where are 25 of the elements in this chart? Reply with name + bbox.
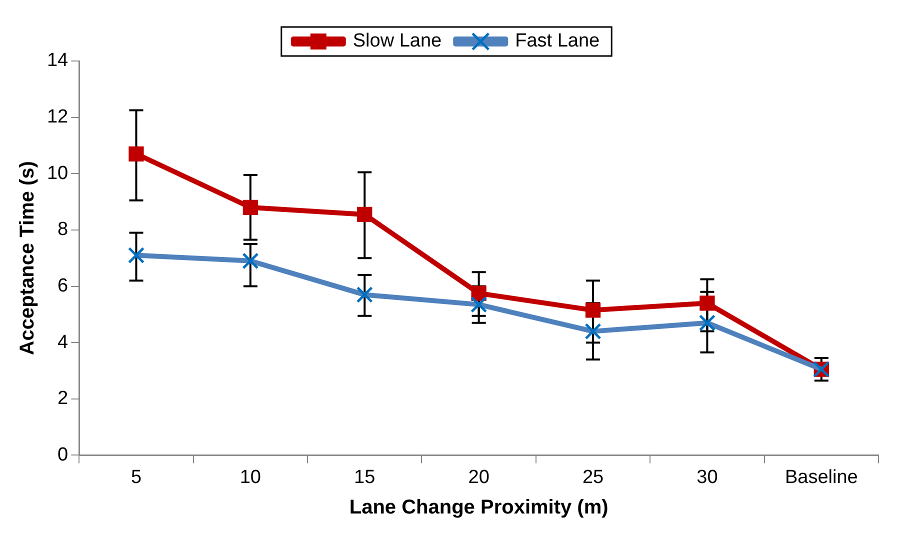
y-tick-label: 12: [46, 106, 68, 128]
point: [700, 296, 715, 311]
y-tick-label: 10: [46, 162, 68, 184]
point: [128, 146, 144, 162]
point: [585, 302, 601, 318]
x-tick-label: 30: [696, 466, 718, 488]
legend-label: Fast Lane: [515, 30, 600, 52]
y-tick-label: 8: [58, 219, 68, 240]
x-tick-label: 25: [582, 466, 604, 488]
y-tick-label: 2: [58, 388, 68, 410]
y-tick-label: 4: [58, 332, 69, 353]
y-tick-label: 6: [58, 275, 68, 296]
point: [357, 206, 372, 222]
x-tick-label: 10: [240, 466, 261, 488]
x-tick-label: 20: [468, 466, 490, 488]
x-axis-title: Lane Change Proximity (m): [349, 496, 608, 519]
point: [242, 200, 258, 215]
x-tick-label: 5: [130, 466, 142, 488]
legend-label: Slow Lane: [352, 30, 442, 52]
y-tick-label: 0: [58, 444, 68, 466]
y-axis-title: Acceptance Time (s): [16, 161, 39, 356]
x-tick-label: Baseline: [784, 466, 858, 488]
y-tick-label: 14: [46, 50, 69, 72]
point: [471, 286, 486, 301]
x-tick-label: 15: [354, 466, 376, 488]
